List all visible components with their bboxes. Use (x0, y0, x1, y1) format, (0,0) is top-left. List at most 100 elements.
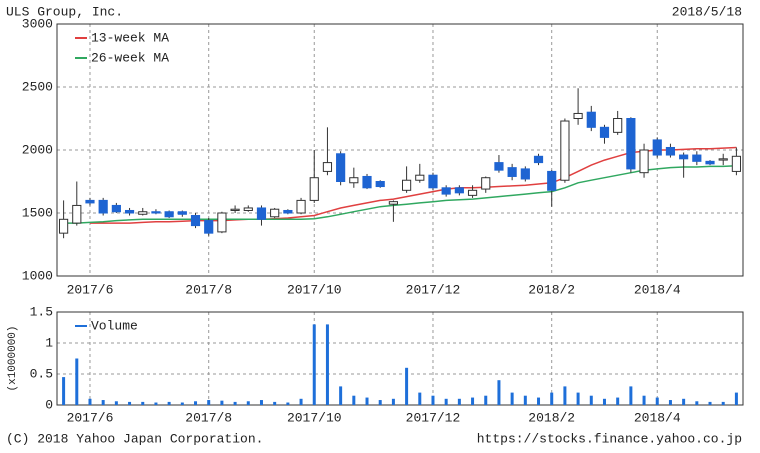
candle-body (679, 154, 689, 160)
volume-bar (114, 401, 118, 405)
volume-bar (444, 398, 448, 405)
volume-bar (207, 400, 211, 405)
candle-body (533, 155, 544, 164)
y-tick-label: 1.5 (30, 304, 53, 319)
volume-bar (457, 398, 461, 405)
candle-body (72, 204, 82, 224)
y-tick-label: 1 (45, 335, 53, 350)
volume-bar (128, 401, 132, 405)
candle-body (204, 220, 214, 234)
volume-bar (259, 400, 263, 405)
volume-bar (537, 397, 541, 405)
volume-bar (602, 398, 606, 405)
volume-bar (642, 395, 646, 405)
candle-body (85, 199, 95, 204)
volume-bar (484, 395, 488, 405)
volume-bar (312, 324, 316, 405)
candle-body (111, 204, 121, 213)
legend-label: Volume (91, 318, 138, 333)
candle-body (124, 209, 135, 214)
volume-bar (655, 397, 659, 405)
candle-body (520, 168, 530, 180)
candle-body (296, 199, 306, 214)
volume-bar (352, 395, 356, 405)
candle-body (705, 160, 715, 165)
candle-body (190, 215, 201, 227)
volume-bar (299, 398, 303, 405)
y-tick-label: 3000 (22, 16, 53, 31)
volume-bar (734, 392, 738, 405)
volume-bar (708, 401, 712, 405)
y-tick-label: 0 (45, 397, 53, 412)
candle-body (388, 201, 398, 205)
volume-bar (391, 398, 395, 405)
candle-body (599, 126, 610, 138)
volume-bar (167, 401, 171, 405)
candle-body (547, 170, 557, 191)
candle-body (322, 162, 333, 172)
volume-bar (695, 401, 699, 405)
company-name: ULS Group, Inc. (6, 4, 123, 19)
volume-bar (154, 402, 158, 405)
candle-body (138, 211, 148, 215)
volume-bar (180, 402, 184, 405)
candle-body (230, 208, 240, 211)
volume-bar (471, 397, 475, 405)
candle-body (560, 120, 570, 181)
volume-bar (576, 392, 580, 405)
candle-body (481, 177, 491, 190)
volume-bar (405, 367, 409, 405)
plot-frame (56, 311, 744, 406)
candle-body (692, 154, 702, 162)
candle-body (454, 187, 464, 194)
candle-body (507, 167, 517, 177)
candle-body (415, 174, 425, 181)
volume-bar (286, 402, 290, 405)
moving-average-line (63, 165, 737, 224)
moving-average-line (90, 146, 737, 224)
volume-bar (668, 400, 672, 405)
x-tick-label: 2017/6 (67, 282, 114, 297)
candle-body (402, 179, 412, 191)
volume-bar (101, 400, 105, 405)
candle-body (349, 177, 359, 184)
y-tick-label: 0.5 (30, 366, 53, 381)
volume-bar (510, 392, 514, 405)
chart-date: 2018/5/18 (672, 4, 742, 19)
candle-body (718, 158, 728, 161)
y-axis-label: (x1000000) (7, 325, 19, 391)
plot-frame (56, 23, 744, 277)
x-tick-label: 2017/10 (287, 410, 342, 425)
x-tick-label: 2018/2 (528, 282, 575, 297)
candle-body (98, 199, 108, 214)
x-tick-label: 2018/4 (634, 282, 681, 297)
candle-body (217, 212, 227, 233)
volume-bar (273, 401, 277, 405)
volume-bar (141, 401, 145, 405)
candle-body (270, 208, 280, 218)
candle-body (243, 207, 253, 211)
candle-body (586, 111, 596, 128)
candle-body (375, 181, 385, 188)
volume-bar (682, 398, 686, 405)
candle-body (494, 162, 504, 171)
volume-bar (325, 324, 329, 405)
y-tick-label: 2500 (22, 79, 53, 94)
candle-body (573, 112, 583, 119)
y-tick-label: 2000 (22, 142, 53, 157)
x-tick-label: 2017/8 (185, 410, 232, 425)
x-tick-label: 2017/12 (406, 282, 461, 297)
x-tick-label: 2017/12 (406, 410, 461, 425)
volume-bar (365, 397, 369, 405)
candle-body (151, 211, 161, 214)
candle-body (441, 187, 451, 195)
volume-bar (378, 400, 382, 405)
volume-bar (497, 380, 501, 405)
candle-body (467, 189, 478, 196)
volume-bar (62, 377, 66, 405)
candle-body (309, 177, 319, 201)
y-tick-label: 1000 (22, 268, 53, 283)
legend-label: 13-week MA (91, 30, 169, 45)
volume-bar (563, 386, 567, 405)
